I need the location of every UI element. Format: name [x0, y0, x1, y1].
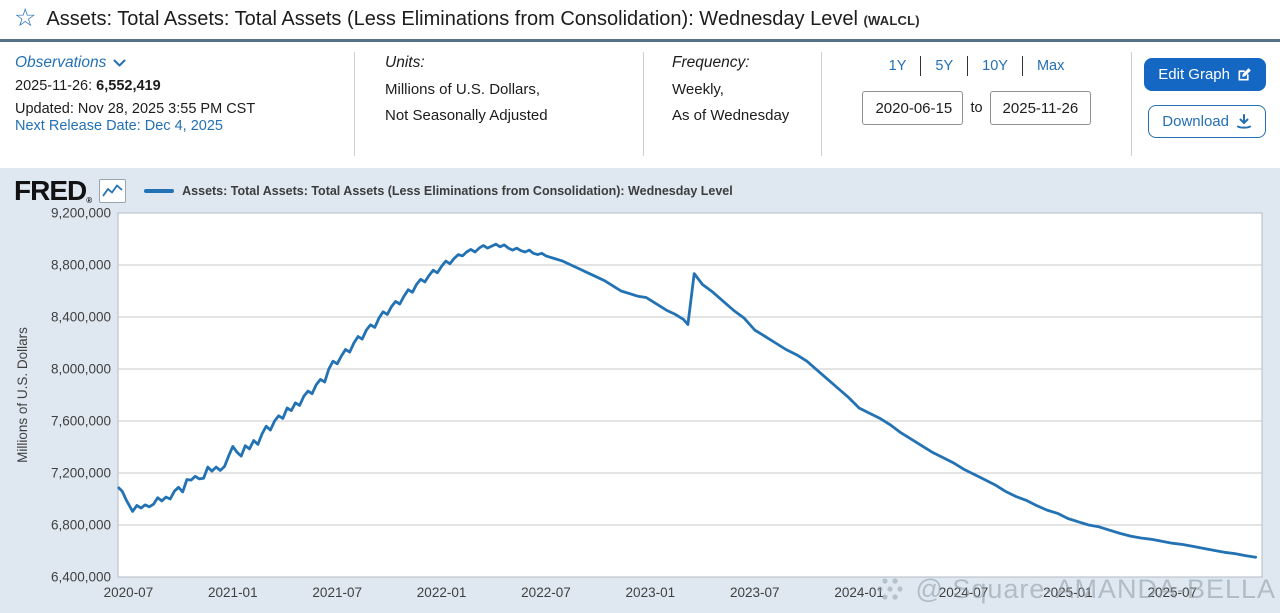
- y-tick-label: 8,000,000: [51, 362, 111, 377]
- y-tick-label: 8,800,000: [51, 258, 111, 273]
- y-axis-title: Millions of U.S. Dollars: [15, 327, 30, 463]
- x-tick-label: 2024-07: [939, 585, 989, 600]
- units-line1: Millions of U.S. Dollars,: [385, 81, 541, 98]
- start-date-input[interactable]: [862, 91, 964, 125]
- latest-observation: 2025-11-26: 6,552,419: [15, 78, 354, 94]
- download-button[interactable]: Download: [1148, 105, 1266, 138]
- x-tick-label: 2024-01: [834, 585, 884, 600]
- chevron-down-icon: [113, 59, 126, 66]
- x-tick-label: 2022-07: [521, 585, 571, 600]
- series-id-code: (WALCL): [863, 13, 920, 28]
- favorite-star-icon[interactable]: ☆: [14, 4, 37, 32]
- date-range-inputs: to: [822, 91, 1131, 125]
- chart-region: FRED® Assets: Total Assets: Total Assets…: [0, 168, 1280, 613]
- page-title: Assets: Total Assets: Total Assets (Less…: [46, 8, 919, 31]
- range-preset-max[interactable]: Max: [1036, 58, 1065, 74]
- frequency-panel: Frequency: Weekly, As of Wednesday: [644, 42, 821, 168]
- y-tick-label: 7,600,000: [51, 414, 111, 429]
- frequency-line1: Weekly,: [672, 81, 724, 98]
- legend-line-swatch: [144, 189, 175, 193]
- updated-timestamp: Updated: Nov 28, 2025 3:55 PM CST: [15, 101, 256, 117]
- divider: [643, 52, 644, 156]
- y-tick-label: 8,400,000: [51, 310, 111, 325]
- frequency-label: Frequency:: [672, 54, 750, 71]
- series-meta-row: Observations 2025-11-26: 6,552,419 Updat…: [0, 42, 1280, 168]
- x-tick-label: 2023-07: [730, 585, 780, 600]
- latest-observation-date: 2025-11-26:: [15, 78, 93, 94]
- download-label: Download: [1162, 113, 1229, 130]
- y-tick-label: 7,200,000: [51, 466, 111, 481]
- range-preset-10y[interactable]: 10Y: [982, 58, 1008, 74]
- observations-label: Observations: [15, 54, 107, 71]
- observations-panel: Observations 2025-11-26: 6,552,419 Updat…: [0, 42, 354, 168]
- date-range-panel: 1Y 5Y 10Y Max to: [822, 42, 1131, 168]
- series-line: [117, 242, 1258, 559]
- plot-area[interactable]: [117, 212, 1263, 578]
- y-tick-label: 9,200,000: [51, 206, 111, 221]
- edit-icon: [1238, 68, 1251, 81]
- title-bar: ☆ Assets: Total Assets: Total Assets (Le…: [0, 0, 1280, 42]
- line-chart[interactable]: 6,400,000 6,800,000 7,200,000 7,600,000 8,00…: [0, 168, 1280, 613]
- divider: [1131, 52, 1132, 156]
- x-tick-label: 2025-01: [1043, 585, 1093, 600]
- next-release-link[interactable]: Next Release Date: Dec 4, 2025: [15, 118, 223, 134]
- edit-graph-label: Edit Graph: [1158, 66, 1230, 83]
- chart-header: FRED® Assets: Total Assets: Total Assets…: [14, 177, 733, 205]
- frequency-line2: As of Wednesday: [672, 107, 790, 124]
- y-tick-label: 6,800,000: [51, 518, 111, 533]
- x-tick-label: 2023-01: [626, 585, 676, 600]
- legend: Assets: Total Assets: Total Assets (Less…: [144, 184, 733, 198]
- fred-logo[interactable]: FRED®: [14, 175, 92, 206]
- download-icon: [1237, 114, 1251, 129]
- x-tick-label: 2022-01: [417, 585, 467, 600]
- y-tick-label: 6,400,000: [51, 570, 111, 585]
- divider: [1021, 56, 1023, 76]
- latest-observation-value: 6,552,419: [96, 78, 161, 94]
- legend-label: Assets: Total Assets: Total Assets (Less…: [182, 184, 733, 198]
- divider: [920, 56, 922, 76]
- units-line2: Not Seasonally Adjusted: [385, 107, 548, 124]
- observations-dropdown[interactable]: Observations: [15, 54, 126, 72]
- range-presets: 1Y 5Y 10Y Max: [822, 56, 1131, 76]
- units-panel: Units: Millions of U.S. Dollars, Not Sea…: [355, 42, 643, 168]
- end-date-input[interactable]: [989, 91, 1091, 125]
- units-label: Units:: [385, 54, 425, 71]
- divider: [354, 52, 355, 156]
- series-title: Assets: Total Assets: Total Assets (Less…: [46, 8, 858, 30]
- divider: [821, 52, 822, 156]
- x-tick-label: 2021-01: [208, 585, 258, 600]
- x-tick-label: 2020-07: [104, 585, 154, 600]
- x-tick-label: 2021-07: [312, 585, 362, 600]
- range-preset-5y[interactable]: 5Y: [935, 58, 954, 74]
- range-preset-1y[interactable]: 1Y: [888, 58, 907, 74]
- actions-panel: Edit Graph Download: [1132, 42, 1280, 168]
- divider: [967, 56, 969, 76]
- to-label: to: [970, 100, 983, 116]
- edit-graph-button[interactable]: Edit Graph: [1144, 58, 1266, 91]
- x-tick-label: 2025-07: [1147, 585, 1197, 600]
- mini-chart-icon: [99, 179, 127, 203]
